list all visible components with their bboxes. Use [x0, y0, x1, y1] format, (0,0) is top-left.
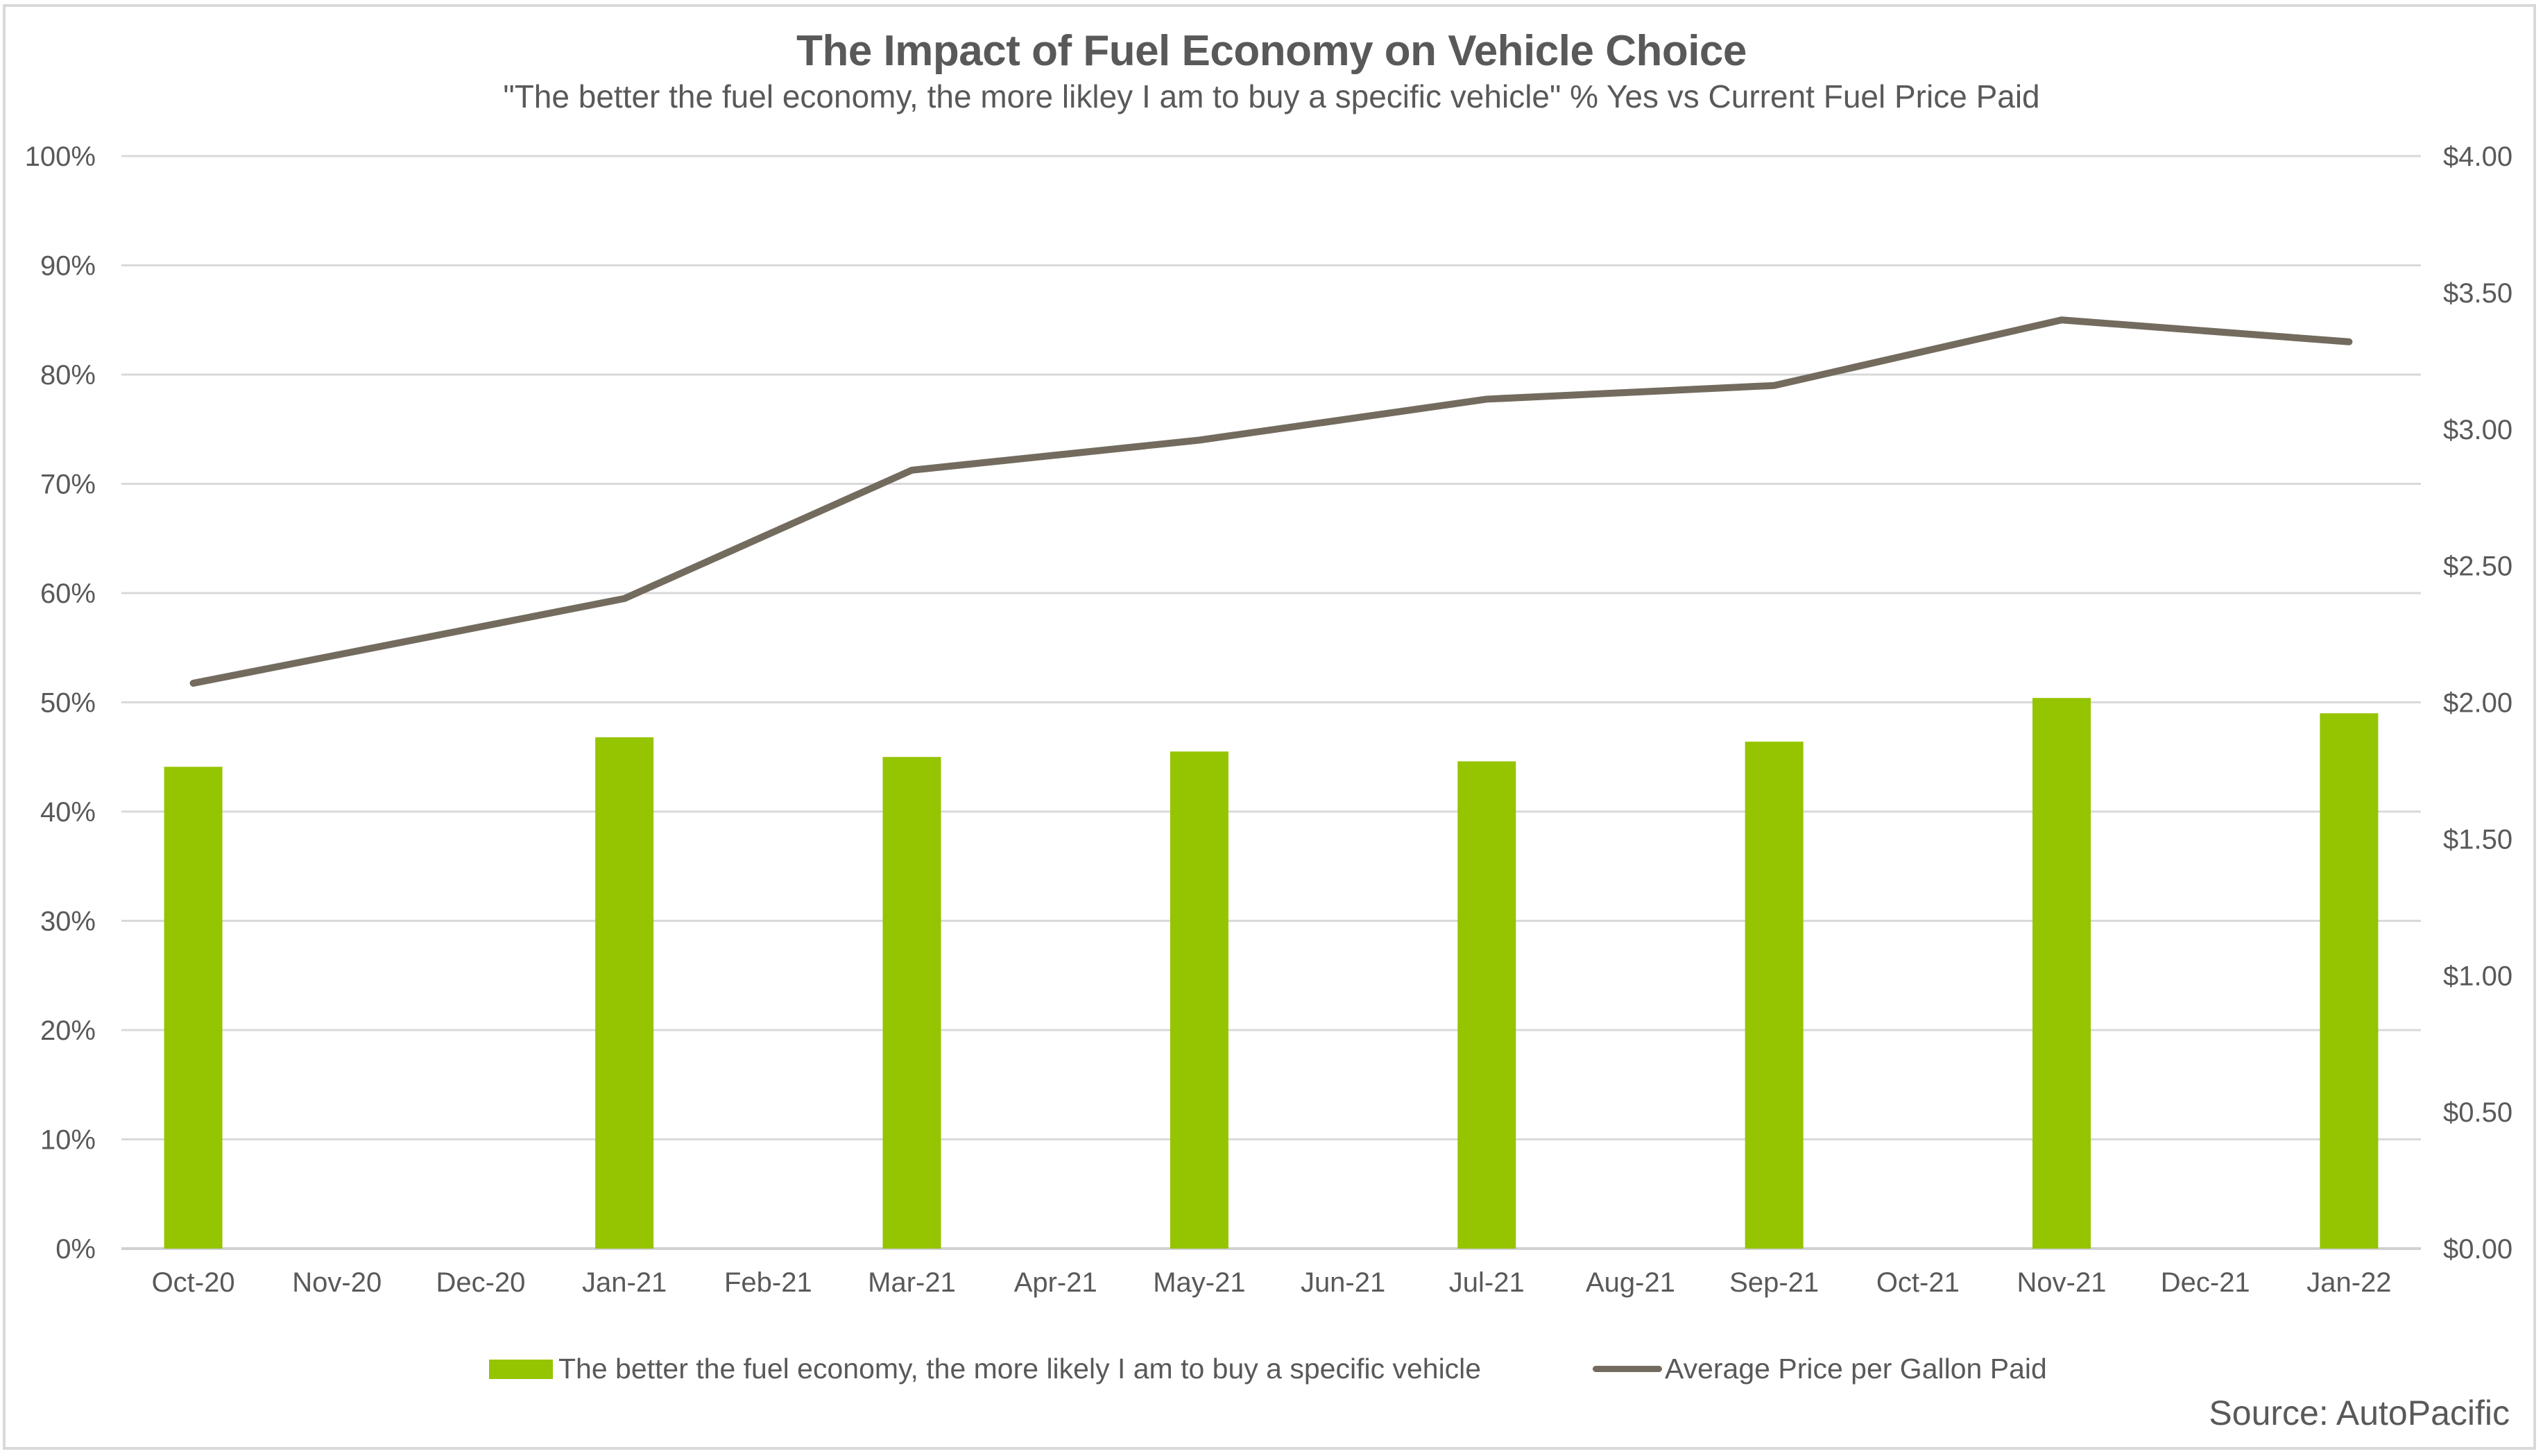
legend: The better the fuel economy, the more li… — [0, 1353, 2543, 1394]
y-left-tick-label: 30% — [40, 907, 96, 937]
y-left-tick-label: 60% — [40, 579, 96, 609]
bar — [1170, 751, 1228, 1249]
y-right-tick-label: $3.00 — [2443, 415, 2512, 445]
x-tick-label: Oct-20 — [152, 1267, 235, 1298]
y-left-tick-label: 10% — [40, 1125, 96, 1156]
bar — [882, 757, 941, 1249]
y-left-tick-label: 20% — [40, 1016, 96, 1046]
x-tick-label: Dec-21 — [2161, 1267, 2250, 1298]
line-series — [189, 316, 2353, 687]
y-left-tick-label: 40% — [40, 797, 96, 828]
x-tick-label: Feb-21 — [724, 1267, 812, 1298]
legend-label-bar: The better the fuel economy, the more li… — [558, 1353, 1482, 1385]
legend-item-line[interactable]: Average Price per Gallon Paid — [1593, 1353, 2047, 1385]
x-tick-label: Sep-21 — [1729, 1267, 1819, 1298]
chart-title: The Impact of Fuel Economy on Vehicle Ch… — [796, 27, 1747, 75]
y-axis-right: $0.00 $0.50 $1.00 $1.50 $2.00 $2.50 $3.00 $3.50… — [2443, 142, 2512, 1265]
chart-frame — [3, 4, 2536, 1450]
y-left-tick-label: 70% — [40, 470, 96, 500]
x-tick-label: Jul-21 — [1449, 1267, 1525, 1298]
legend-swatch-line — [1593, 1366, 1662, 1372]
x-tick-label: Nov-21 — [2017, 1267, 2107, 1298]
x-tick-label: Jan-21 — [582, 1267, 667, 1298]
bar — [1745, 742, 1804, 1249]
chart-subtitle: "The better the fuel economy, the more l… — [503, 78, 2040, 114]
y-left-tick-label: 50% — [40, 688, 96, 719]
price-line — [189, 316, 2353, 687]
bar — [595, 737, 654, 1249]
y-right-tick-label: $2.00 — [2443, 688, 2512, 719]
y-left-tick-label: 0% — [55, 1234, 96, 1265]
y-left-tick-label: 80% — [40, 360, 96, 391]
y-left-tick-label: 90% — [40, 251, 96, 282]
y-right-tick-label: $3.50 — [2443, 278, 2512, 309]
bar — [164, 766, 223, 1249]
bar — [2320, 713, 2379, 1249]
bar-series — [164, 698, 2379, 1249]
source-annotation: Source: AutoPacific — [2209, 1394, 2510, 1432]
y-right-tick-label: $2.50 — [2443, 551, 2512, 582]
y-right-tick-label: $0.00 — [2443, 1234, 2512, 1265]
x-tick-label: Dec-20 — [436, 1267, 525, 1298]
y-right-tick-label: $0.50 — [2443, 1097, 2512, 1128]
y-right-tick-label: $4.00 — [2443, 142, 2512, 172]
legend-swatch-bar — [489, 1359, 553, 1379]
x-tick-label: Jan-22 — [2306, 1267, 2391, 1298]
legend-item-bar[interactable]: The better the fuel economy, the more li… — [489, 1353, 1481, 1385]
legend-label-line: Average Price per Gallon Paid — [1665, 1353, 2047, 1385]
y-right-tick-label: $1.50 — [2443, 824, 2512, 855]
x-tick-label: May-21 — [1153, 1267, 1245, 1298]
x-tick-label: Apr-21 — [1014, 1267, 1097, 1298]
bar — [1457, 761, 1516, 1249]
x-tick-label: Nov-20 — [292, 1267, 382, 1298]
x-tick-label: Mar-21 — [868, 1267, 956, 1298]
x-tick-label: Aug-21 — [1586, 1267, 1675, 1298]
y-axis-left: 0% 10% 20% 30% 40% 50% 60% 70% 80% 90% 100% — [25, 142, 96, 1265]
y-left-tick-label: 100% — [25, 142, 96, 172]
y-right-tick-label: $1.00 — [2443, 961, 2512, 991]
x-tick-label: Oct-21 — [1876, 1267, 1960, 1298]
bar — [2032, 698, 2091, 1249]
x-axis: Oct-20 Nov-20 Dec-20 Jan-21 Feb-21 Mar-21 Apr-… — [152, 1267, 2392, 1298]
x-tick-label: Jun-21 — [1301, 1267, 1385, 1298]
